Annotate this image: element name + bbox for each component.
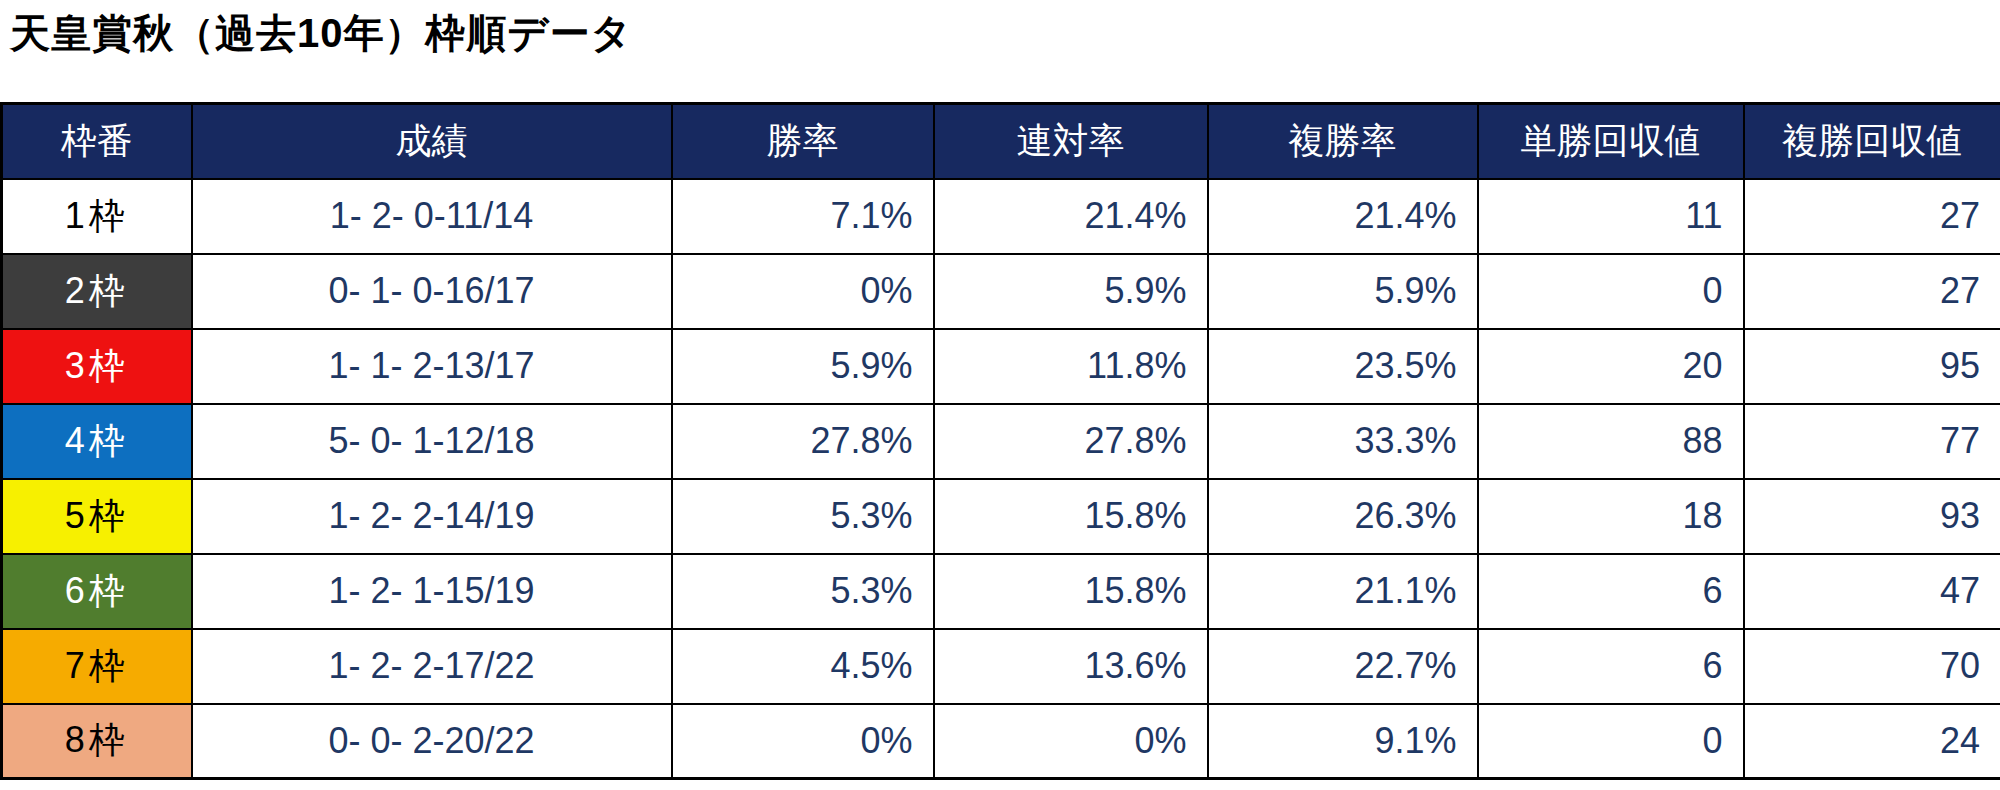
table-row-frame-4: 4枠5- 0- 1-12/1827.8%27.8%33.3%8877 — [2, 404, 2000, 479]
show-return-cell: 47 — [1744, 554, 2000, 629]
table-row-frame-2: 2枠0- 1- 0-16/170%5.9%5.9%027 — [2, 254, 2000, 329]
quinella-rate-cell: 11.8% — [934, 329, 1208, 404]
frame-number-cell: 3枠 — [2, 329, 192, 404]
show-return-cell: 27 — [1744, 179, 2000, 254]
table-row-frame-7: 7枠1- 2- 2-17/224.5%13.6%22.7%670 — [2, 629, 2000, 704]
table-row-frame-5: 5枠1- 2- 2-14/195.3%15.8%26.3%1893 — [2, 479, 2000, 554]
show-rate-cell: 21.1% — [1208, 554, 1478, 629]
win-return-cell: 0 — [1478, 704, 1744, 779]
show-rate-cell: 22.7% — [1208, 629, 1478, 704]
show-rate-cell: 26.3% — [1208, 479, 1478, 554]
table-row-frame-6: 6枠1- 2- 1-15/195.3%15.8%21.1%647 — [2, 554, 2000, 629]
header-record: 成績 — [192, 104, 672, 179]
table-row-frame-3: 3枠1- 1- 2-13/175.9%11.8%23.5%2095 — [2, 329, 2000, 404]
quinella-rate-cell: 13.6% — [934, 629, 1208, 704]
record-cell: 0- 1- 0-16/17 — [192, 254, 672, 329]
record-cell: 5- 0- 1-12/18 — [192, 404, 672, 479]
page: 天皇賞秋（過去10年）枠順データ 枠番成績勝率連対率複勝率単勝回収値複勝回収値 … — [0, 0, 2000, 790]
record-cell: 1- 2- 2-17/22 — [192, 629, 672, 704]
win-rate-cell: 27.8% — [672, 404, 934, 479]
header-show-rate: 複勝率 — [1208, 104, 1478, 179]
win-return-cell: 20 — [1478, 329, 1744, 404]
show-rate-cell: 5.9% — [1208, 254, 1478, 329]
quinella-rate-cell: 15.8% — [934, 554, 1208, 629]
quinella-rate-cell: 5.9% — [934, 254, 1208, 329]
frame-number-cell: 7枠 — [2, 629, 192, 704]
header-quinella-rate: 連対率 — [934, 104, 1208, 179]
show-rate-cell: 21.4% — [1208, 179, 1478, 254]
show-rate-cell: 23.5% — [1208, 329, 1478, 404]
table-header-row: 枠番成績勝率連対率複勝率単勝回収値複勝回収値 — [2, 104, 2000, 179]
show-rate-cell: 9.1% — [1208, 704, 1478, 779]
frame-number-cell: 6枠 — [2, 554, 192, 629]
header-frame: 枠番 — [2, 104, 192, 179]
win-return-cell: 18 — [1478, 479, 1744, 554]
record-cell: 1- 2- 0-11/14 — [192, 179, 672, 254]
win-return-cell: 6 — [1478, 629, 1744, 704]
win-rate-cell: 5.9% — [672, 329, 934, 404]
win-return-cell: 88 — [1478, 404, 1744, 479]
frame-number-cell: 2枠 — [2, 254, 192, 329]
win-rate-cell: 5.3% — [672, 554, 934, 629]
win-rate-cell: 0% — [672, 254, 934, 329]
page-title: 天皇賞秋（過去10年）枠順データ — [0, 0, 2000, 58]
win-rate-cell: 7.1% — [672, 179, 934, 254]
header-win-rate: 勝率 — [672, 104, 934, 179]
quinella-rate-cell: 27.8% — [934, 404, 1208, 479]
win-rate-cell: 4.5% — [672, 629, 934, 704]
record-cell: 1- 1- 2-13/17 — [192, 329, 672, 404]
show-return-cell: 70 — [1744, 629, 2000, 704]
win-return-cell: 11 — [1478, 179, 1744, 254]
frame-stats-table: 枠番成績勝率連対率複勝率単勝回収値複勝回収値 1枠1- 2- 0-11/147.… — [0, 102, 2000, 780]
header-win-return: 単勝回収値 — [1478, 104, 1744, 179]
show-return-cell: 77 — [1744, 404, 2000, 479]
win-rate-cell: 0% — [672, 704, 934, 779]
frame-number-cell: 4枠 — [2, 404, 192, 479]
win-return-cell: 6 — [1478, 554, 1744, 629]
win-return-cell: 0 — [1478, 254, 1744, 329]
frame-number-cell: 5枠 — [2, 479, 192, 554]
show-return-cell: 93 — [1744, 479, 2000, 554]
table-row-frame-1: 1枠1- 2- 0-11/147.1%21.4%21.4%1127 — [2, 179, 2000, 254]
show-rate-cell: 33.3% — [1208, 404, 1478, 479]
quinella-rate-cell: 15.8% — [934, 479, 1208, 554]
record-cell: 1- 2- 1-15/19 — [192, 554, 672, 629]
header-show-return: 複勝回収値 — [1744, 104, 2000, 179]
frame-number-cell: 1枠 — [2, 179, 192, 254]
show-return-cell: 95 — [1744, 329, 2000, 404]
record-cell: 1- 2- 2-14/19 — [192, 479, 672, 554]
show-return-cell: 24 — [1744, 704, 2000, 779]
quinella-rate-cell: 0% — [934, 704, 1208, 779]
quinella-rate-cell: 21.4% — [934, 179, 1208, 254]
frame-number-cell: 8枠 — [2, 704, 192, 779]
table-row-frame-8: 8枠0- 0- 2-20/220%0%9.1%024 — [2, 704, 2000, 779]
win-rate-cell: 5.3% — [672, 479, 934, 554]
show-return-cell: 27 — [1744, 254, 2000, 329]
record-cell: 0- 0- 2-20/22 — [192, 704, 672, 779]
